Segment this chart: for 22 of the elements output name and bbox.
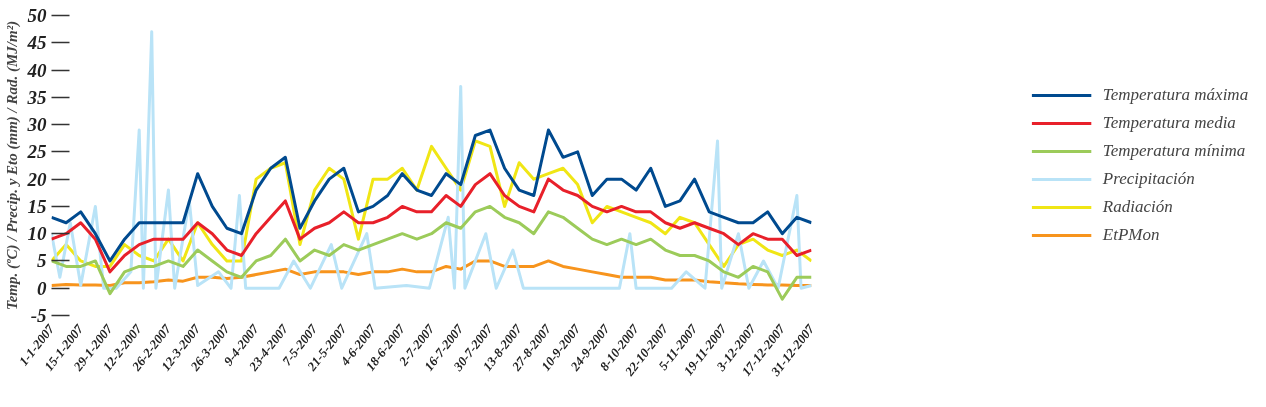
legend-label: Temperatura máxima <box>1102 85 1249 105</box>
legend-label: Temperatura mínima <box>1102 141 1246 161</box>
y-tick-label: 15 <box>27 195 47 217</box>
legend-label: EtPMon <box>1102 225 1160 245</box>
y-tick-label: 5 <box>37 250 47 272</box>
legend-label: Temperatura media <box>1102 113 1236 133</box>
y-tick-label: -5 <box>30 305 47 326</box>
y-tick-label: 25 <box>26 141 47 163</box>
y-tick-label: 45 <box>26 32 47 54</box>
line-series <box>51 172 812 274</box>
y-tick-label: 35 <box>26 86 47 108</box>
legend-label: Precipitación <box>1102 169 1195 189</box>
y-tick-label: 10 <box>27 223 47 245</box>
line-series <box>51 204 812 301</box>
y-tick-label: 20 <box>26 168 47 190</box>
line-series <box>51 30 812 290</box>
y-tick-label: 30 <box>26 114 47 136</box>
y-tick-label: 40 <box>26 59 47 81</box>
y-axis-title: Temp. (ºC) / Precip. y Eto (mm) / Rad. (MJ/m²) <box>3 20 21 311</box>
y-tick-label: 0 <box>37 277 47 299</box>
y-tick-label: 50 <box>27 5 47 26</box>
legend-label: Radiación <box>1102 197 1173 217</box>
